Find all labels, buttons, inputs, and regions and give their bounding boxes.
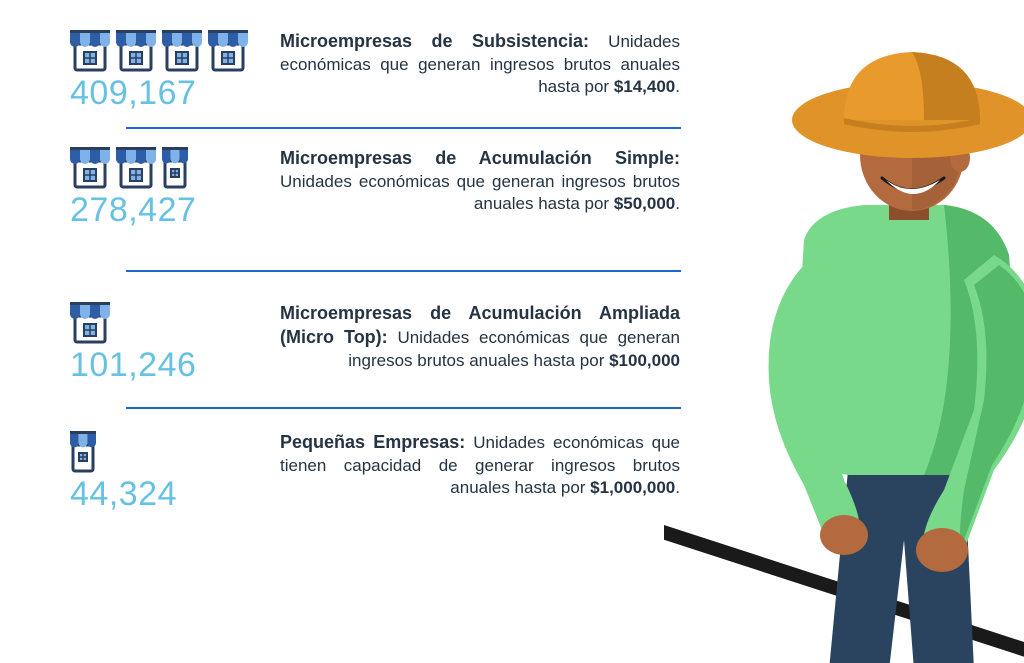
category-title: Microempresas de Subsistencia: [280, 31, 589, 51]
category-left: 44,324 [70, 431, 260, 514]
category-text: Microempresas de Acumulación Ampliada (M… [280, 302, 680, 372]
category-amount: $1,000,000 [590, 478, 675, 497]
store-icon [116, 30, 156, 72]
category-row: 278,427 Microempresas de Acumulación Simp… [70, 147, 680, 230]
store-icons-group [70, 30, 260, 72]
category-left: 278,427 [70, 147, 260, 230]
category-row: 409,167 Microempresas de Subsistencia: Un… [70, 20, 680, 113]
category-title: Pequeñas Empresas: [280, 432, 465, 452]
categories-column: 409,167 Microempresas de Subsistencia: Un… [70, 20, 680, 514]
category-count: 278,427 [70, 191, 260, 230]
divider [126, 127, 681, 129]
store-icons-group [70, 147, 260, 189]
divider [126, 270, 681, 272]
store-icons-group [70, 302, 260, 344]
category-count: 101,246 [70, 346, 260, 385]
category-count: 44,324 [70, 475, 260, 514]
category-row: 44,324 Pequeñas Empresas: Unidades económ… [70, 431, 680, 514]
store-icon [70, 431, 96, 473]
store-icon [70, 302, 110, 344]
store-icons-group [70, 431, 260, 473]
category-left: 101,246 [70, 302, 260, 385]
store-icon [162, 147, 188, 189]
infographic-page: 409,167 Microempresas de Subsistencia: Un… [0, 0, 1024, 663]
divider [126, 407, 681, 409]
category-row: 101,246 Microempresas de Acumulación Ampl… [70, 302, 680, 385]
category-title: Microempresas de Acumulación Simple: [280, 148, 680, 168]
category-left: 409,167 [70, 30, 260, 113]
store-icon [70, 147, 110, 189]
store-icon [70, 30, 110, 72]
category-count: 409,167 [70, 74, 260, 113]
store-icon [116, 147, 156, 189]
category-text: Microempresas de Acumulación Simple: Uni… [280, 147, 680, 216]
farmer-illustration [664, 30, 1024, 663]
store-icon [162, 30, 202, 72]
category-text: Microempresas de Subsistencia: Unidades … [280, 30, 680, 99]
store-icon [208, 30, 248, 72]
category-text: Pequeñas Empresas: Unidades económicas q… [280, 431, 680, 500]
